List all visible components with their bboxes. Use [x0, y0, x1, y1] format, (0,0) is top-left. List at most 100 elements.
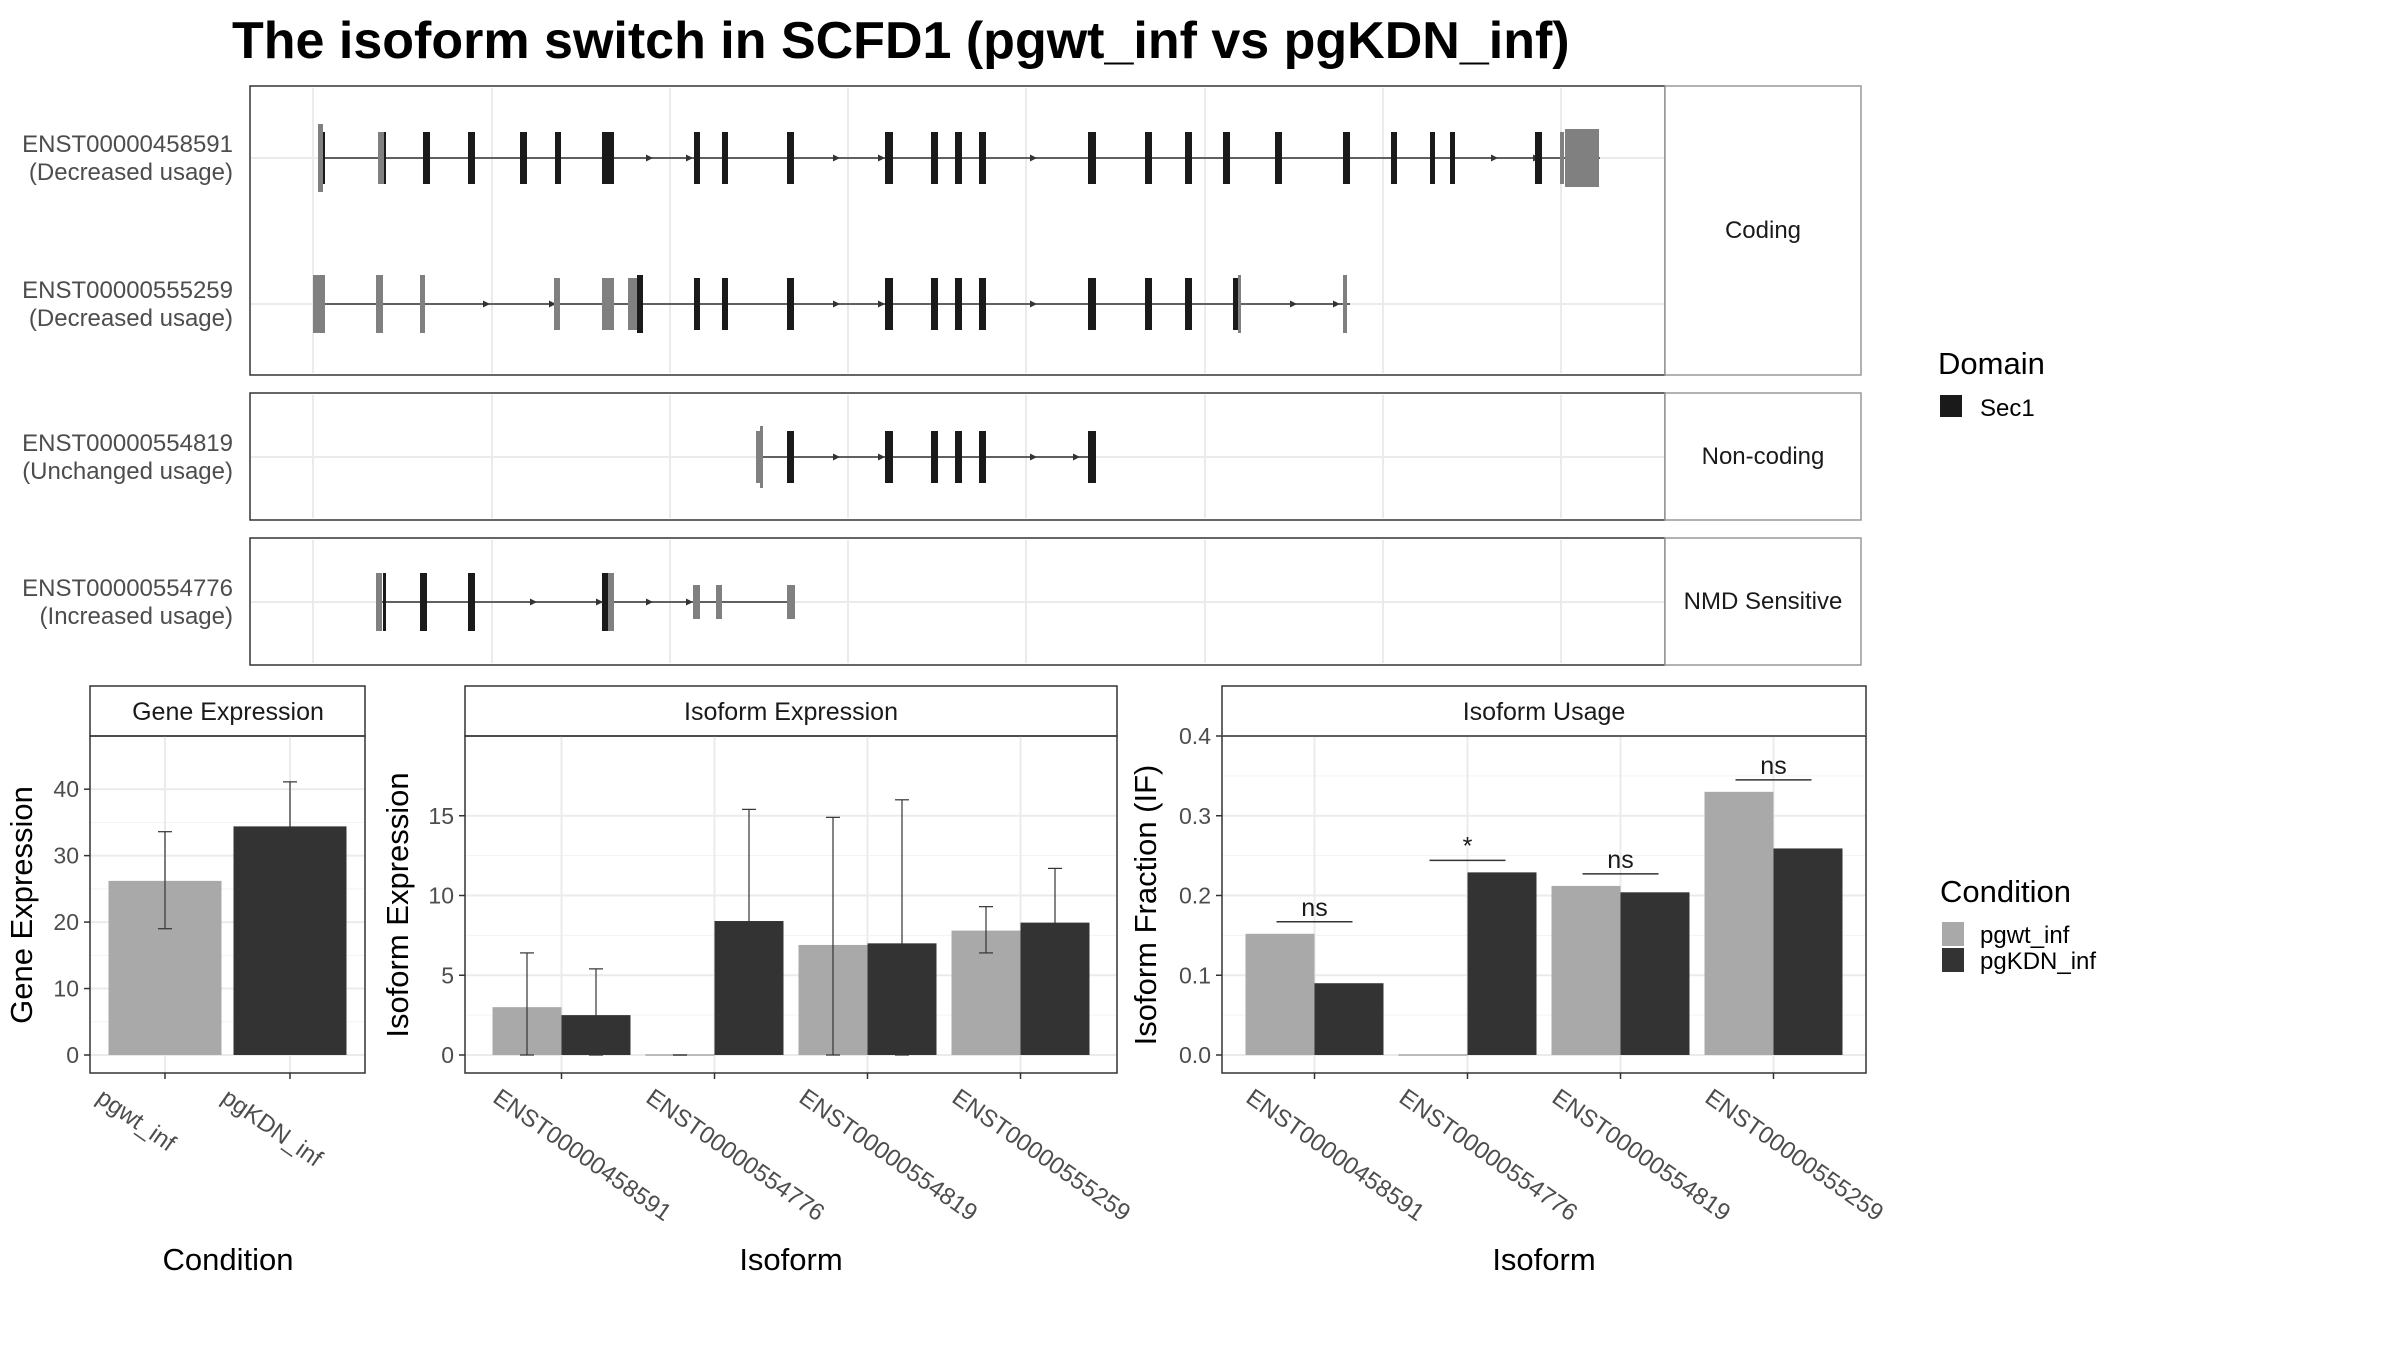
domain-legend-title: Domain [1938, 346, 2045, 381]
bar [1551, 885, 1621, 1055]
utr-exon [693, 585, 700, 619]
direction-arrow [1290, 300, 1297, 308]
direction-arrow [549, 300, 556, 308]
domain-exon [722, 278, 728, 330]
y-tick-label: 0.4 [1179, 723, 1211, 749]
bar [1245, 933, 1315, 1055]
direction-arrow [878, 453, 885, 461]
domain-exon [931, 278, 938, 330]
significance-label: ns [1607, 846, 1633, 874]
domain-exon [787, 431, 794, 483]
utr-exon [313, 275, 325, 333]
domain-exon [1185, 132, 1192, 184]
direction-arrow [1333, 300, 1340, 308]
domain-exon [1088, 132, 1096, 184]
transcript-id-label: ENST00000554776 [22, 575, 233, 602]
utr-exon [554, 278, 560, 330]
domain-exon [1391, 132, 1397, 184]
y-tick-label: 15 [428, 803, 454, 829]
facet-label-nmd-sensitive: NMD Sensitive [1684, 588, 1843, 615]
domain-exon [885, 132, 893, 184]
domain-exon [468, 132, 475, 184]
transcript-id-label: ENST00000554819 [22, 430, 233, 457]
utr-exon [420, 275, 425, 333]
chart-strip-label: Isoform Expression [684, 698, 898, 726]
condition-legend-key-pgwt-inf [1942, 922, 1964, 946]
utr-exon [787, 585, 795, 619]
chart-panel-border [89, 735, 366, 1074]
y-tick-label: 0.3 [1179, 803, 1211, 829]
domain-exon [1535, 132, 1542, 184]
y-tick-label: 0 [441, 1042, 454, 1068]
y-tick-label: 0.1 [1179, 962, 1211, 988]
bar [1467, 872, 1537, 1055]
direction-arrow [483, 300, 490, 308]
utr-exon [378, 132, 385, 184]
domain-exon [931, 132, 938, 184]
utr-exon [318, 124, 323, 192]
domain-exon [931, 431, 938, 483]
domain-exon [555, 132, 561, 184]
significance-label: ns [1301, 894, 1327, 922]
domain-exon [520, 132, 527, 184]
gene-expression-chart: Gene Expression 0 10 20 30 40 pgwt_inf pgKDN_i… [4, 685, 366, 1277]
y-axis-title: Isoform Expression [380, 772, 415, 1037]
chart-plot-area: 0 10 20 30 40 pgwt_inf pgKDN_inf [53, 736, 365, 1173]
chart-panel-border [464, 735, 1118, 1074]
chart-plot-area: 051015ENST00000458591ENST00000554776ENST… [428, 736, 1135, 1227]
domain-exon [637, 275, 643, 333]
y-tick-label: 20 [53, 909, 79, 935]
domain-exon [955, 431, 962, 483]
chart-strip-label: Isoform Usage [1463, 698, 1626, 726]
facet-label-non-coding: Non-coding [1702, 443, 1825, 470]
direction-arrow [1030, 300, 1037, 308]
domain-exon [468, 573, 475, 631]
domain-exon [1343, 132, 1350, 184]
utr-exon [1238, 275, 1241, 333]
utr-exon [608, 573, 614, 631]
direction-arrow [1491, 154, 1498, 162]
direction-arrow [1073, 453, 1080, 461]
transcript-id-label: ENST00000555259 [22, 277, 233, 304]
direction-arrow [646, 598, 653, 606]
facet-strip-coding [1664, 85, 1862, 376]
transcript-id-label: ENST00000458591 [22, 131, 233, 158]
chart-panel-border [1221, 735, 1867, 1074]
y-axis-title: Isoform Fraction (IF) [1128, 765, 1163, 1046]
y-tick-label: 30 [53, 843, 79, 869]
utr-exon [628, 278, 637, 330]
utr-exon [716, 585, 722, 619]
condition-legend-title: Condition [1940, 874, 2071, 909]
domain-exon [722, 132, 728, 184]
domain-exon [1450, 132, 1455, 184]
chart-plot-area: 0.00.10.20.30.4ENST00000458591ENST000005… [1179, 723, 1888, 1227]
facet-strip-nmd-sensitive [1664, 537, 1862, 666]
condition-legend-label-pgkdn-inf: pgKDN_inf [1980, 948, 2096, 975]
chart-strip-label: Gene Expression [132, 698, 324, 726]
domain-exon [694, 132, 700, 184]
domain-exon [787, 132, 794, 184]
domain-exon [885, 431, 893, 483]
transcript-structure-panel: Coding Non-coding NMD Sensitive ENST0000… [22, 85, 2045, 666]
utr-exon [1565, 129, 1599, 187]
transcript-tracks [313, 124, 1600, 631]
direction-arrow [833, 154, 840, 162]
domain-exon [420, 573, 427, 631]
y-tick-label: 0 [66, 1042, 79, 1068]
utr-exon [376, 275, 383, 333]
domain-exon [1185, 278, 1192, 330]
transcript-usage-label: (Unchanged usage) [22, 458, 233, 485]
chart-strip [1221, 685, 1867, 737]
utr-exon [376, 573, 382, 631]
direction-arrow [530, 598, 537, 606]
bar [1704, 791, 1774, 1055]
domain-exon [1145, 132, 1152, 184]
utr-exon [760, 426, 763, 488]
condition-legend-label-pgwt-inf: pgwt_inf [1980, 922, 2070, 949]
y-tick-label: 40 [53, 776, 79, 802]
facet-panel-coding [249, 85, 1666, 376]
domain-exon [323, 132, 325, 184]
y-axis-title: Gene Expression [4, 786, 39, 1024]
direction-arrow [833, 453, 840, 461]
